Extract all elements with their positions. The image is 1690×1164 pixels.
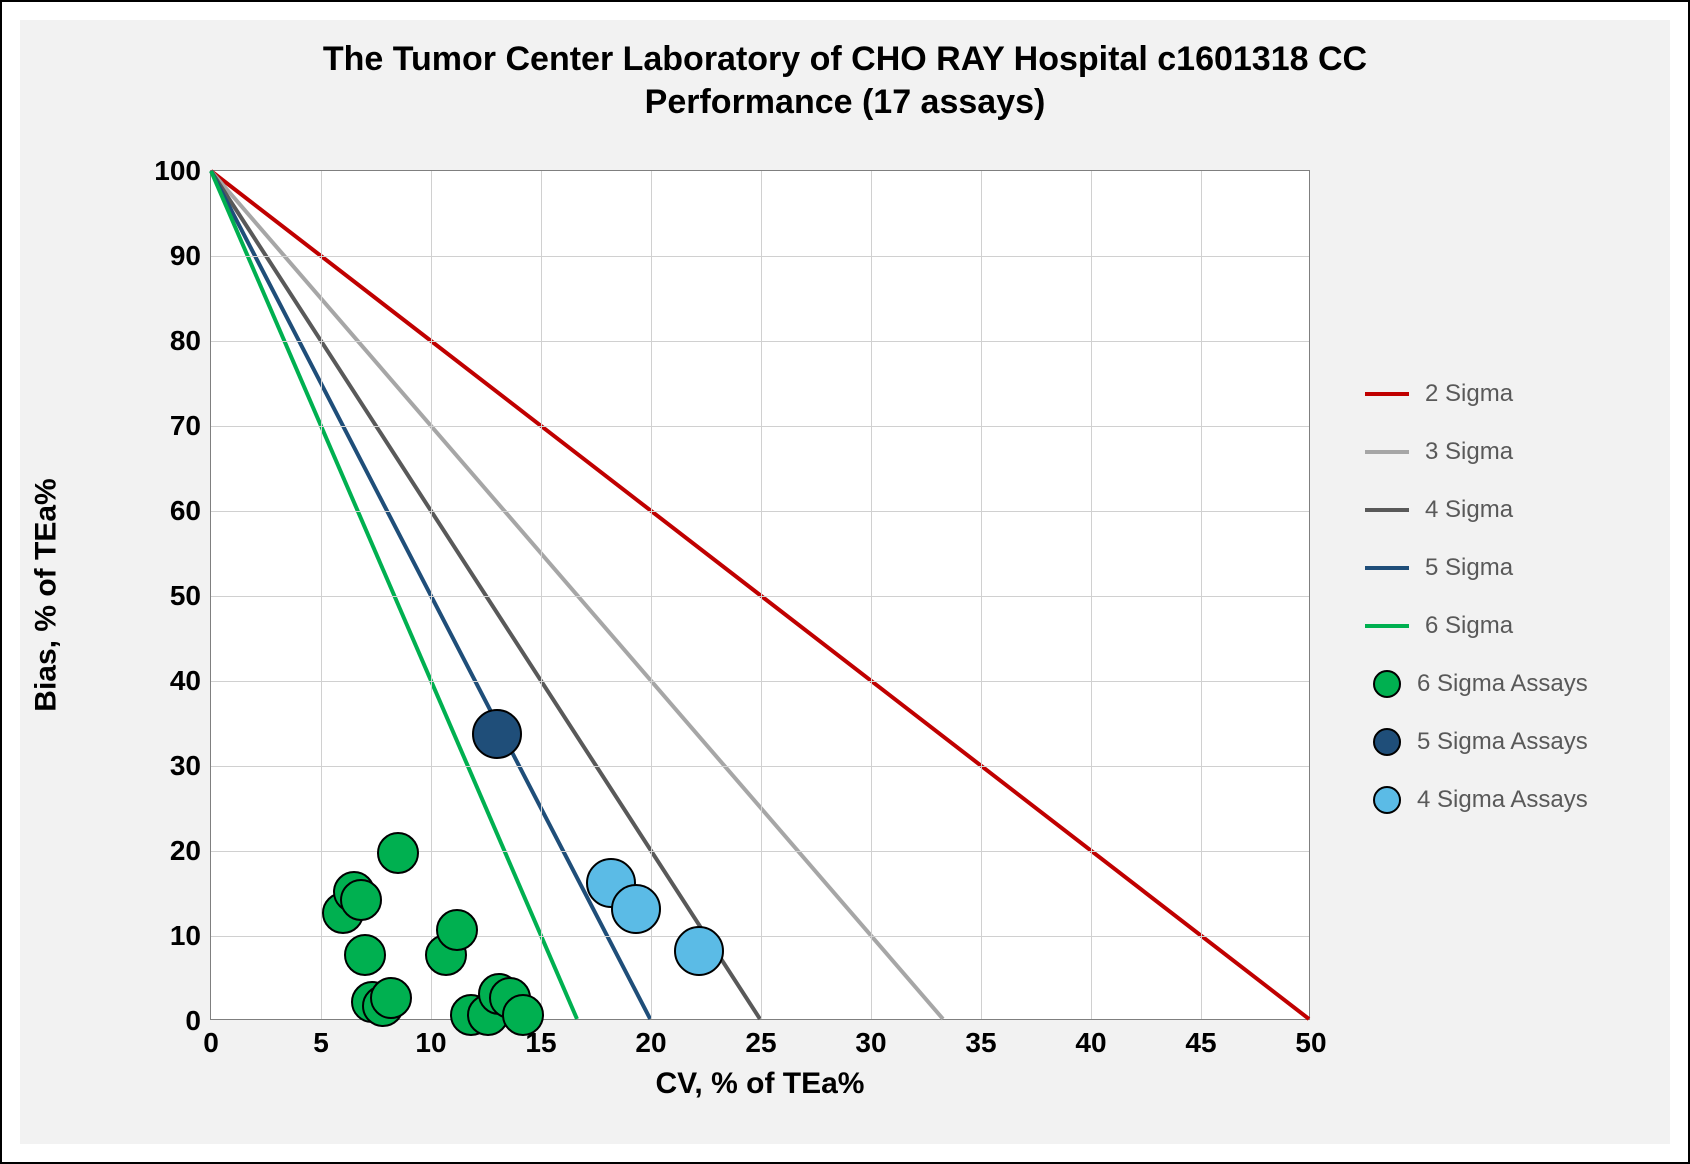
legend-label: 2 Sigma: [1425, 380, 1513, 408]
y-tick-label: 40: [170, 665, 211, 697]
legend-label: 4 Sigma: [1425, 496, 1513, 524]
data-point: [502, 994, 544, 1036]
legend-label: 3 Sigma: [1425, 438, 1513, 466]
gridline-h: [211, 341, 1309, 342]
y-tick-label: 20: [170, 835, 211, 867]
data-point: [611, 884, 661, 934]
data-point: [370, 977, 412, 1019]
legend-label: 4 Sigma Assays: [1417, 786, 1588, 814]
gridline-v: [1201, 171, 1202, 1019]
legend-item: 4 Sigma: [1365, 481, 1588, 539]
title-line-1: The Tumor Center Laboratory of CHO RAY H…: [323, 40, 1367, 78]
data-point: [340, 879, 382, 921]
legend-item: 6 Sigma Assays: [1365, 655, 1588, 713]
gridline-h: [211, 426, 1309, 427]
legend-item: 5 Sigma: [1365, 539, 1588, 597]
gridline-h: [211, 851, 1309, 852]
y-tick-label: 10: [170, 920, 211, 952]
legend-dot-swatch: [1373, 728, 1401, 756]
y-tick-label: 50: [170, 580, 211, 612]
gridline-h: [211, 681, 1309, 682]
sigma-line: [211, 171, 577, 1019]
legend-line-swatch: [1365, 392, 1409, 396]
y-tick-label: 100: [154, 155, 211, 187]
legend-line-swatch: [1365, 508, 1409, 512]
gridline-h: [211, 511, 1309, 512]
y-tick-label: 80: [170, 325, 211, 357]
gridline-h: [211, 256, 1309, 257]
y-tick-label: 70: [170, 410, 211, 442]
legend-line-swatch: [1365, 450, 1409, 454]
y-axis-title: Bias, % of TEa%: [29, 478, 63, 711]
legend: 2 Sigma 3 Sigma 4 Sigma 5 Sigma 6 Sigma 6 Sig…: [1365, 365, 1588, 829]
legend-label: 5 Sigma: [1425, 554, 1513, 582]
data-point: [472, 709, 522, 759]
x-axis-title: CV, % of TEa%: [211, 1019, 1309, 1101]
data-point: [436, 909, 478, 951]
gridline-v: [1091, 171, 1092, 1019]
gridline-h: [211, 596, 1309, 597]
legend-line-swatch: [1365, 566, 1409, 570]
legend-label: 6 Sigma Assays: [1417, 670, 1588, 698]
data-point: [344, 934, 386, 976]
gridline-v: [541, 171, 542, 1019]
legend-item: 6 Sigma: [1365, 597, 1588, 655]
gridline-v: [321, 171, 322, 1019]
legend-item: 3 Sigma: [1365, 423, 1588, 481]
legend-label: 6 Sigma: [1425, 612, 1513, 640]
chart-inner: The Tumor Center Laboratory of CHO RAY H…: [20, 20, 1670, 1144]
legend-item: 5 Sigma Assays: [1365, 713, 1588, 771]
y-tick-label: 90: [170, 240, 211, 272]
plot-area: 0102030405060708090100051015202530354045…: [210, 170, 1310, 1020]
gridline-v: [981, 171, 982, 1019]
legend-item: 2 Sigma: [1365, 365, 1588, 423]
data-point: [674, 926, 724, 976]
gridline-v: [431, 171, 432, 1019]
gridline-h: [211, 766, 1309, 767]
y-tick-label: 60: [170, 495, 211, 527]
chart-title: The Tumor Center Laboratory of CHO RAY H…: [20, 38, 1670, 123]
data-point: [377, 832, 419, 874]
gridline-v: [871, 171, 872, 1019]
chart-frame: The Tumor Center Laboratory of CHO RAY H…: [0, 0, 1690, 1164]
legend-dot-swatch: [1373, 670, 1401, 698]
legend-item: 4 Sigma Assays: [1365, 771, 1588, 829]
legend-label: 5 Sigma Assays: [1417, 728, 1588, 756]
title-line-2: Performance (17 assays): [645, 83, 1046, 121]
legend-line-swatch: [1365, 624, 1409, 628]
gridline-v: [761, 171, 762, 1019]
y-tick-label: 30: [170, 750, 211, 782]
sigma-line: [211, 171, 760, 1019]
legend-dot-swatch: [1373, 786, 1401, 814]
